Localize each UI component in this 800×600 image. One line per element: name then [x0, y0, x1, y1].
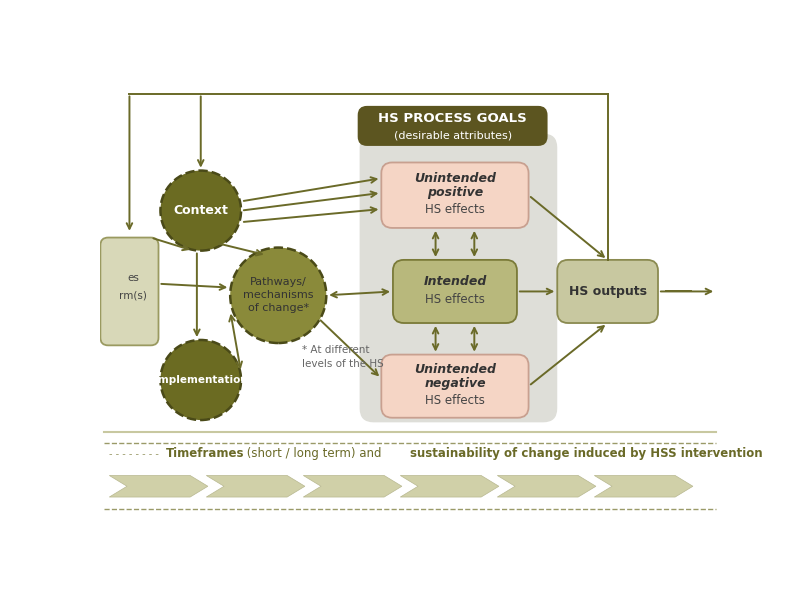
Text: positive: positive — [427, 187, 483, 199]
Circle shape — [230, 248, 326, 343]
Polygon shape — [206, 475, 305, 497]
Text: rm(s): rm(s) — [119, 290, 147, 300]
Text: HS effects: HS effects — [425, 394, 485, 407]
Text: (desirable attributes): (desirable attributes) — [394, 131, 512, 141]
Text: levels of the HS: levels of the HS — [302, 359, 383, 369]
Polygon shape — [498, 475, 596, 497]
Text: HS PROCESS GOALS: HS PROCESS GOALS — [378, 112, 527, 125]
Text: HS effects: HS effects — [425, 203, 485, 215]
Text: sustainability of change induced by HSS intervention: sustainability of change induced by HSS … — [410, 448, 762, 460]
Circle shape — [161, 340, 241, 420]
FancyBboxPatch shape — [100, 238, 158, 346]
Circle shape — [161, 170, 241, 251]
FancyBboxPatch shape — [558, 260, 658, 323]
Text: (short / long term) and: (short / long term) and — [243, 448, 386, 460]
Text: es: es — [127, 272, 139, 283]
FancyBboxPatch shape — [360, 134, 558, 422]
Polygon shape — [303, 475, 402, 497]
Polygon shape — [594, 475, 693, 497]
FancyBboxPatch shape — [393, 260, 517, 323]
FancyBboxPatch shape — [382, 163, 529, 228]
Text: Intended: Intended — [423, 275, 486, 288]
Text: Unintended: Unintended — [414, 363, 496, 376]
Text: HS outputs: HS outputs — [569, 285, 646, 298]
Text: Unintended: Unintended — [414, 172, 496, 185]
Text: Timeframes: Timeframes — [166, 448, 244, 460]
Text: Context: Context — [174, 204, 228, 217]
Text: * At different: * At different — [302, 346, 369, 355]
FancyBboxPatch shape — [358, 106, 547, 146]
Text: HS effects: HS effects — [425, 293, 485, 305]
Text: - - - - - - - -: - - - - - - - - — [110, 449, 159, 459]
Polygon shape — [400, 475, 499, 497]
Text: - - -: - - - — [693, 449, 713, 459]
FancyBboxPatch shape — [382, 355, 529, 418]
Text: Pathways/: Pathways/ — [250, 277, 306, 287]
Text: Implementation: Implementation — [154, 375, 248, 385]
Text: mechanisms: mechanisms — [243, 290, 314, 300]
Text: of change*: of change* — [248, 304, 309, 313]
Text: negative: negative — [424, 377, 486, 391]
Polygon shape — [110, 475, 208, 497]
